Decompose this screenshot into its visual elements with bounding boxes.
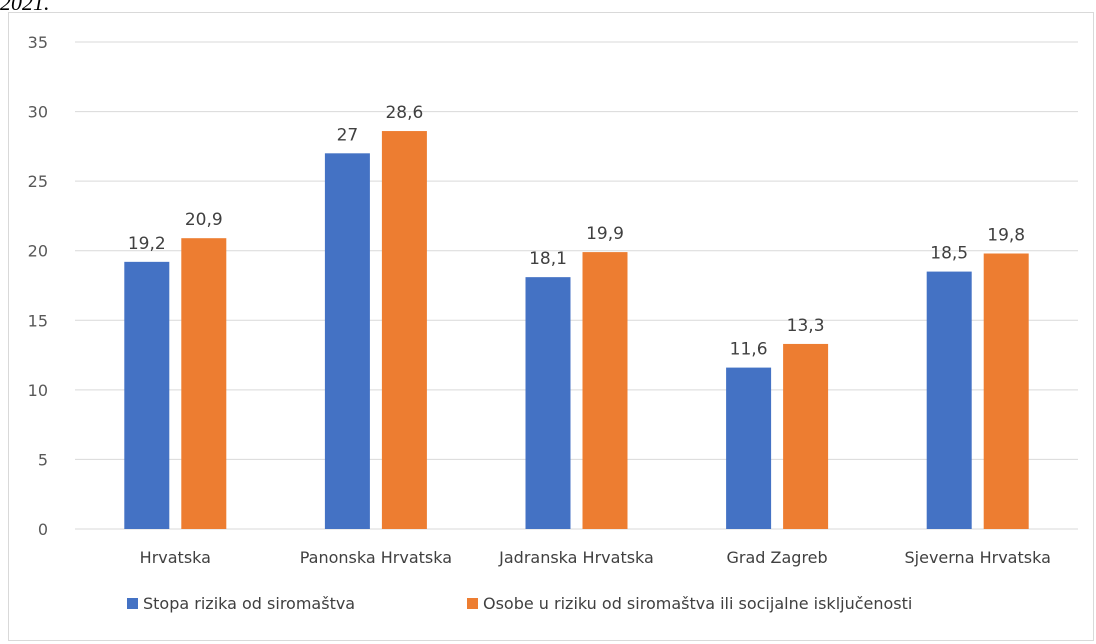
y-tick-label: 20 [28, 242, 48, 261]
data-label: 20,9 [185, 210, 223, 230]
data-label: 28,6 [385, 103, 423, 123]
bar-osobe-u-riziku [381, 131, 427, 529]
bar-osobe-u-riziku [783, 343, 829, 529]
gridlines [75, 41, 1078, 530]
bar-osobe-u-riziku [181, 238, 227, 530]
x-category-label: Panonska Hrvatska [300, 548, 452, 567]
legend-swatch [467, 598, 478, 609]
y-tick-label: 30 [28, 103, 48, 122]
y-tick-label: 5 [38, 450, 48, 469]
bar-stopa-rizika [324, 153, 370, 530]
data-label: 18,5 [930, 244, 968, 264]
data-label: 11,6 [730, 340, 768, 360]
x-category-label: Grad Zagreb [727, 548, 828, 567]
y-tick-label: 35 [28, 33, 48, 52]
data-label: 19,2 [128, 234, 166, 254]
bar-stopa-rizika [124, 261, 170, 529]
legend-label: Osobe u riziku od siromaštva ili socijal… [483, 594, 912, 613]
bar-osobe-u-riziku [983, 253, 1029, 530]
bar-osobe-u-riziku [582, 252, 628, 529]
data-label: 19,8 [987, 225, 1025, 245]
bar-stopa-rizika [525, 277, 571, 529]
legend: Stopa rizika od siromaštva Osobe u riziku… [127, 594, 912, 613]
data-label: 18,1 [529, 249, 567, 269]
y-tick-label: 25 [28, 172, 48, 191]
x-category-label: Hrvatska [140, 548, 211, 567]
data-label: 13,3 [787, 316, 825, 336]
legend-swatch [127, 598, 138, 609]
y-tick-label: 0 [38, 520, 48, 539]
bar-stopa-rizika [726, 367, 772, 529]
y-tick-label: 15 [28, 311, 48, 330]
data-label: 27 [337, 125, 359, 145]
x-category-label: Jadranska Hrvatska [498, 548, 654, 567]
data-labels: 19,2 20,9 27 28,6 18,1 19,9 11,6 13,3 18,5 19,8 [128, 103, 1025, 360]
x-axis-categories: Hrvatska Panonska Hrvatska Jadranska Hrvat… [140, 548, 1051, 567]
bars [124, 131, 1029, 530]
bar-stopa-rizika [926, 271, 972, 529]
caption-fragment: 2021. [0, 0, 50, 12]
x-category-label: Sjeverna Hrvatska [905, 548, 1051, 567]
y-tick-label: 10 [28, 381, 48, 400]
legend-label: Stopa rizika od siromaštva [143, 594, 355, 613]
data-label: 19,9 [586, 224, 624, 244]
y-axis-ticks: 0 5 10 15 20 25 30 35 [28, 33, 48, 539]
